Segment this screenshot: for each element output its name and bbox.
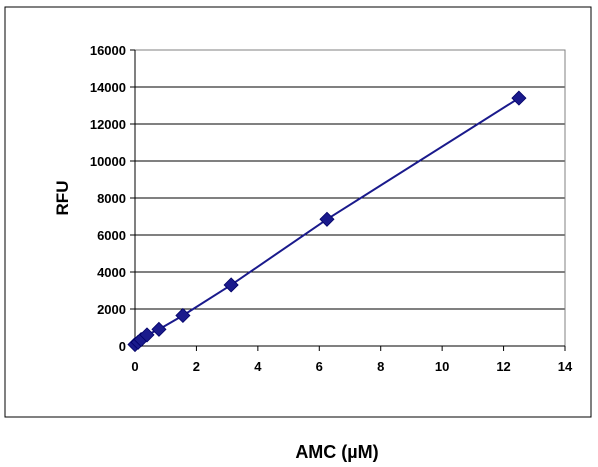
data-point bbox=[151, 321, 167, 337]
x-tick-label: 4 bbox=[254, 359, 262, 374]
y-tick-label: 12000 bbox=[90, 117, 126, 132]
y-tick-label: 4000 bbox=[97, 265, 126, 280]
y-tick-label: 0 bbox=[119, 339, 126, 354]
x-tick-label: 14 bbox=[558, 359, 573, 374]
chart-frame bbox=[4, 6, 592, 418]
data-point bbox=[511, 90, 527, 106]
x-axis-title: AMC (µM) bbox=[295, 442, 378, 462]
y-tick-label: 6000 bbox=[97, 228, 126, 243]
y-axis-title: RFU bbox=[53, 181, 72, 216]
y-tick-label: 14000 bbox=[90, 80, 126, 95]
data-point bbox=[223, 277, 239, 293]
x-tick-label: 10 bbox=[435, 359, 449, 374]
y-tick-label: 10000 bbox=[90, 154, 126, 169]
axes bbox=[130, 49, 566, 351]
gridlines bbox=[135, 49, 565, 310]
x-tick-label: 2 bbox=[193, 359, 200, 374]
y-tick-label: 16000 bbox=[90, 43, 126, 58]
x-tick-label: 6 bbox=[316, 359, 323, 374]
y-tick-label: 8000 bbox=[97, 191, 126, 206]
y-tick-label: 2000 bbox=[97, 302, 126, 317]
x-tick-label: 0 bbox=[131, 359, 138, 374]
series bbox=[127, 90, 527, 353]
x-tick-label: 12 bbox=[496, 359, 510, 374]
data-point bbox=[139, 327, 155, 343]
x-tick-label: 8 bbox=[377, 359, 384, 374]
data-point bbox=[175, 307, 191, 324]
data-point bbox=[319, 211, 335, 227]
tick-labels: 0 2000 4000 6000 8000 10000 12000 14000 16000 0 2 4… bbox=[90, 43, 573, 374]
